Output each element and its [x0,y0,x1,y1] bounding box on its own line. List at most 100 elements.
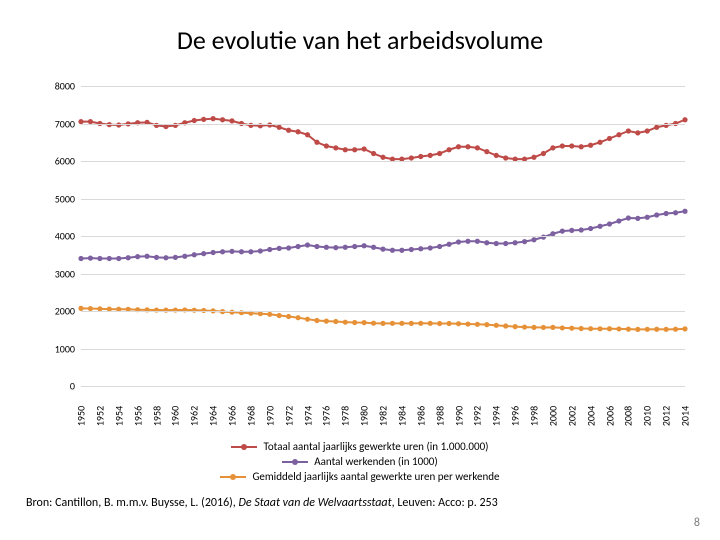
series-marker-gemiddeld [267,312,272,317]
series-marker-totaal [333,145,338,150]
series-marker-werkenden [446,242,451,247]
series-marker-gemiddeld [390,321,395,326]
series-marker-totaal [494,153,499,158]
chart-title: De evolutie van het arbeidsvolume [0,0,720,56]
series-marker-gemiddeld [314,318,319,323]
legend-label: Totaal aantal jaarlijks gewerkte uren (i… [263,440,488,453]
x-tick-label: 2010 [641,406,654,426]
series-marker-totaal [541,151,546,156]
series-marker-totaal [531,155,536,160]
x-tick-label: 1988 [433,406,446,426]
series-marker-totaal [645,128,650,133]
x-tick-label: 1956 [131,406,144,426]
series-marker-werkenden [503,241,508,246]
series-marker-gemiddeld [513,324,518,329]
series-marker-totaal [192,118,197,123]
grid-line [81,161,685,162]
series-marker-gemiddeld [494,323,499,328]
series-marker-gemiddeld [616,326,621,331]
grid-line [81,311,685,312]
series-marker-werkenden [163,255,168,260]
series-marker-werkenden [428,245,433,250]
series-marker-totaal [465,144,470,149]
y-tick-label: 8000 [41,80,75,93]
plot-area: 010002000300040005000600070008000 [81,86,685,386]
y-tick-label: 2000 [41,305,75,318]
series-marker-totaal [286,128,291,133]
series-marker-gemiddeld [295,315,300,320]
series-marker-werkenden [484,240,489,245]
series-marker-totaal [635,130,640,135]
series-marker-totaal [626,128,631,133]
series-marker-totaal [371,151,376,156]
legend-item: Aantal werkenden (in 1000) [0,455,720,468]
series-marker-totaal [277,125,282,130]
series-marker-werkenden [371,245,376,250]
series-marker-werkenden [295,244,300,249]
series-marker-totaal [163,124,168,129]
series-marker-totaal [579,144,584,149]
series-marker-gemiddeld [588,326,593,331]
series-marker-werkenden [277,246,282,251]
y-tick-label: 6000 [41,155,75,168]
series-marker-gemiddeld [428,321,433,326]
series-marker-gemiddeld [682,326,687,331]
series-marker-gemiddeld [465,321,470,326]
series-marker-gemiddeld [503,323,508,328]
grid-line [81,349,685,350]
series-marker-gemiddeld [418,321,423,326]
x-tick-label: 1984 [395,406,408,426]
x-tick-label: 1968 [244,406,257,426]
x-tick-label: 1974 [301,406,314,426]
y-tick-label: 1000 [41,342,75,355]
series-marker-totaal [418,154,423,159]
series-marker-gemiddeld [531,325,536,330]
series-marker-totaal [560,143,565,148]
series-marker-totaal [569,143,574,148]
x-tick-label: 1978 [339,406,352,426]
series-marker-werkenden [343,245,348,250]
series-marker-werkenden [664,211,669,216]
x-tick-label: 1982 [377,406,390,426]
series-marker-gemiddeld [484,322,489,327]
series-marker-werkenden [220,249,225,254]
grid-line [81,199,685,200]
series-marker-werkenden [635,216,640,221]
series-marker-totaal [409,155,414,160]
legend-label: Gemiddeld jaarlijks aantal gewerkte uren… [252,470,499,483]
series-marker-werkenden [579,227,584,232]
series-marker-werkenden [333,245,338,250]
source-prefix: Bron: Cantillon, B. m.m.v. Buysse, L. (2… [26,496,239,510]
source-citation: Bron: Cantillon, B. m.m.v. Buysse, L. (2… [26,496,498,510]
series-marker-totaal [324,143,329,148]
series-marker-werkenden [616,218,621,223]
legend: Totaal aantal jaarlijks gewerkte uren (i… [0,438,720,485]
series-marker-totaal [597,140,602,145]
series-marker-werkenden [267,247,272,252]
series-marker-totaal [343,147,348,152]
series-marker-gemiddeld [343,320,348,325]
series-marker-werkenden [258,248,263,253]
series-marker-gemiddeld [399,321,404,326]
series-marker-werkenden [673,210,678,215]
x-tick-label: 2002 [565,406,578,426]
series-marker-gemiddeld [362,320,367,325]
series-marker-werkenden [88,256,93,261]
x-tick-label: 1998 [528,406,541,426]
series-marker-totaal [220,117,225,122]
grid-line [81,274,685,275]
series-marker-totaal [211,116,216,121]
series-marker-totaal [446,147,451,152]
series-marker-totaal [588,143,593,148]
series-marker-werkenden [286,245,291,250]
series-marker-gemiddeld [664,327,669,332]
x-tick-label: 2000 [546,406,559,426]
series-marker-werkenden [465,239,470,244]
series-marker-totaal [295,129,300,134]
y-tick-label: 0 [41,380,75,393]
series-marker-werkenden [116,256,121,261]
series-marker-werkenden [192,252,197,257]
page-number: 8 [694,516,700,530]
series-marker-gemiddeld [305,317,310,322]
x-tick-label: 1994 [490,406,503,426]
